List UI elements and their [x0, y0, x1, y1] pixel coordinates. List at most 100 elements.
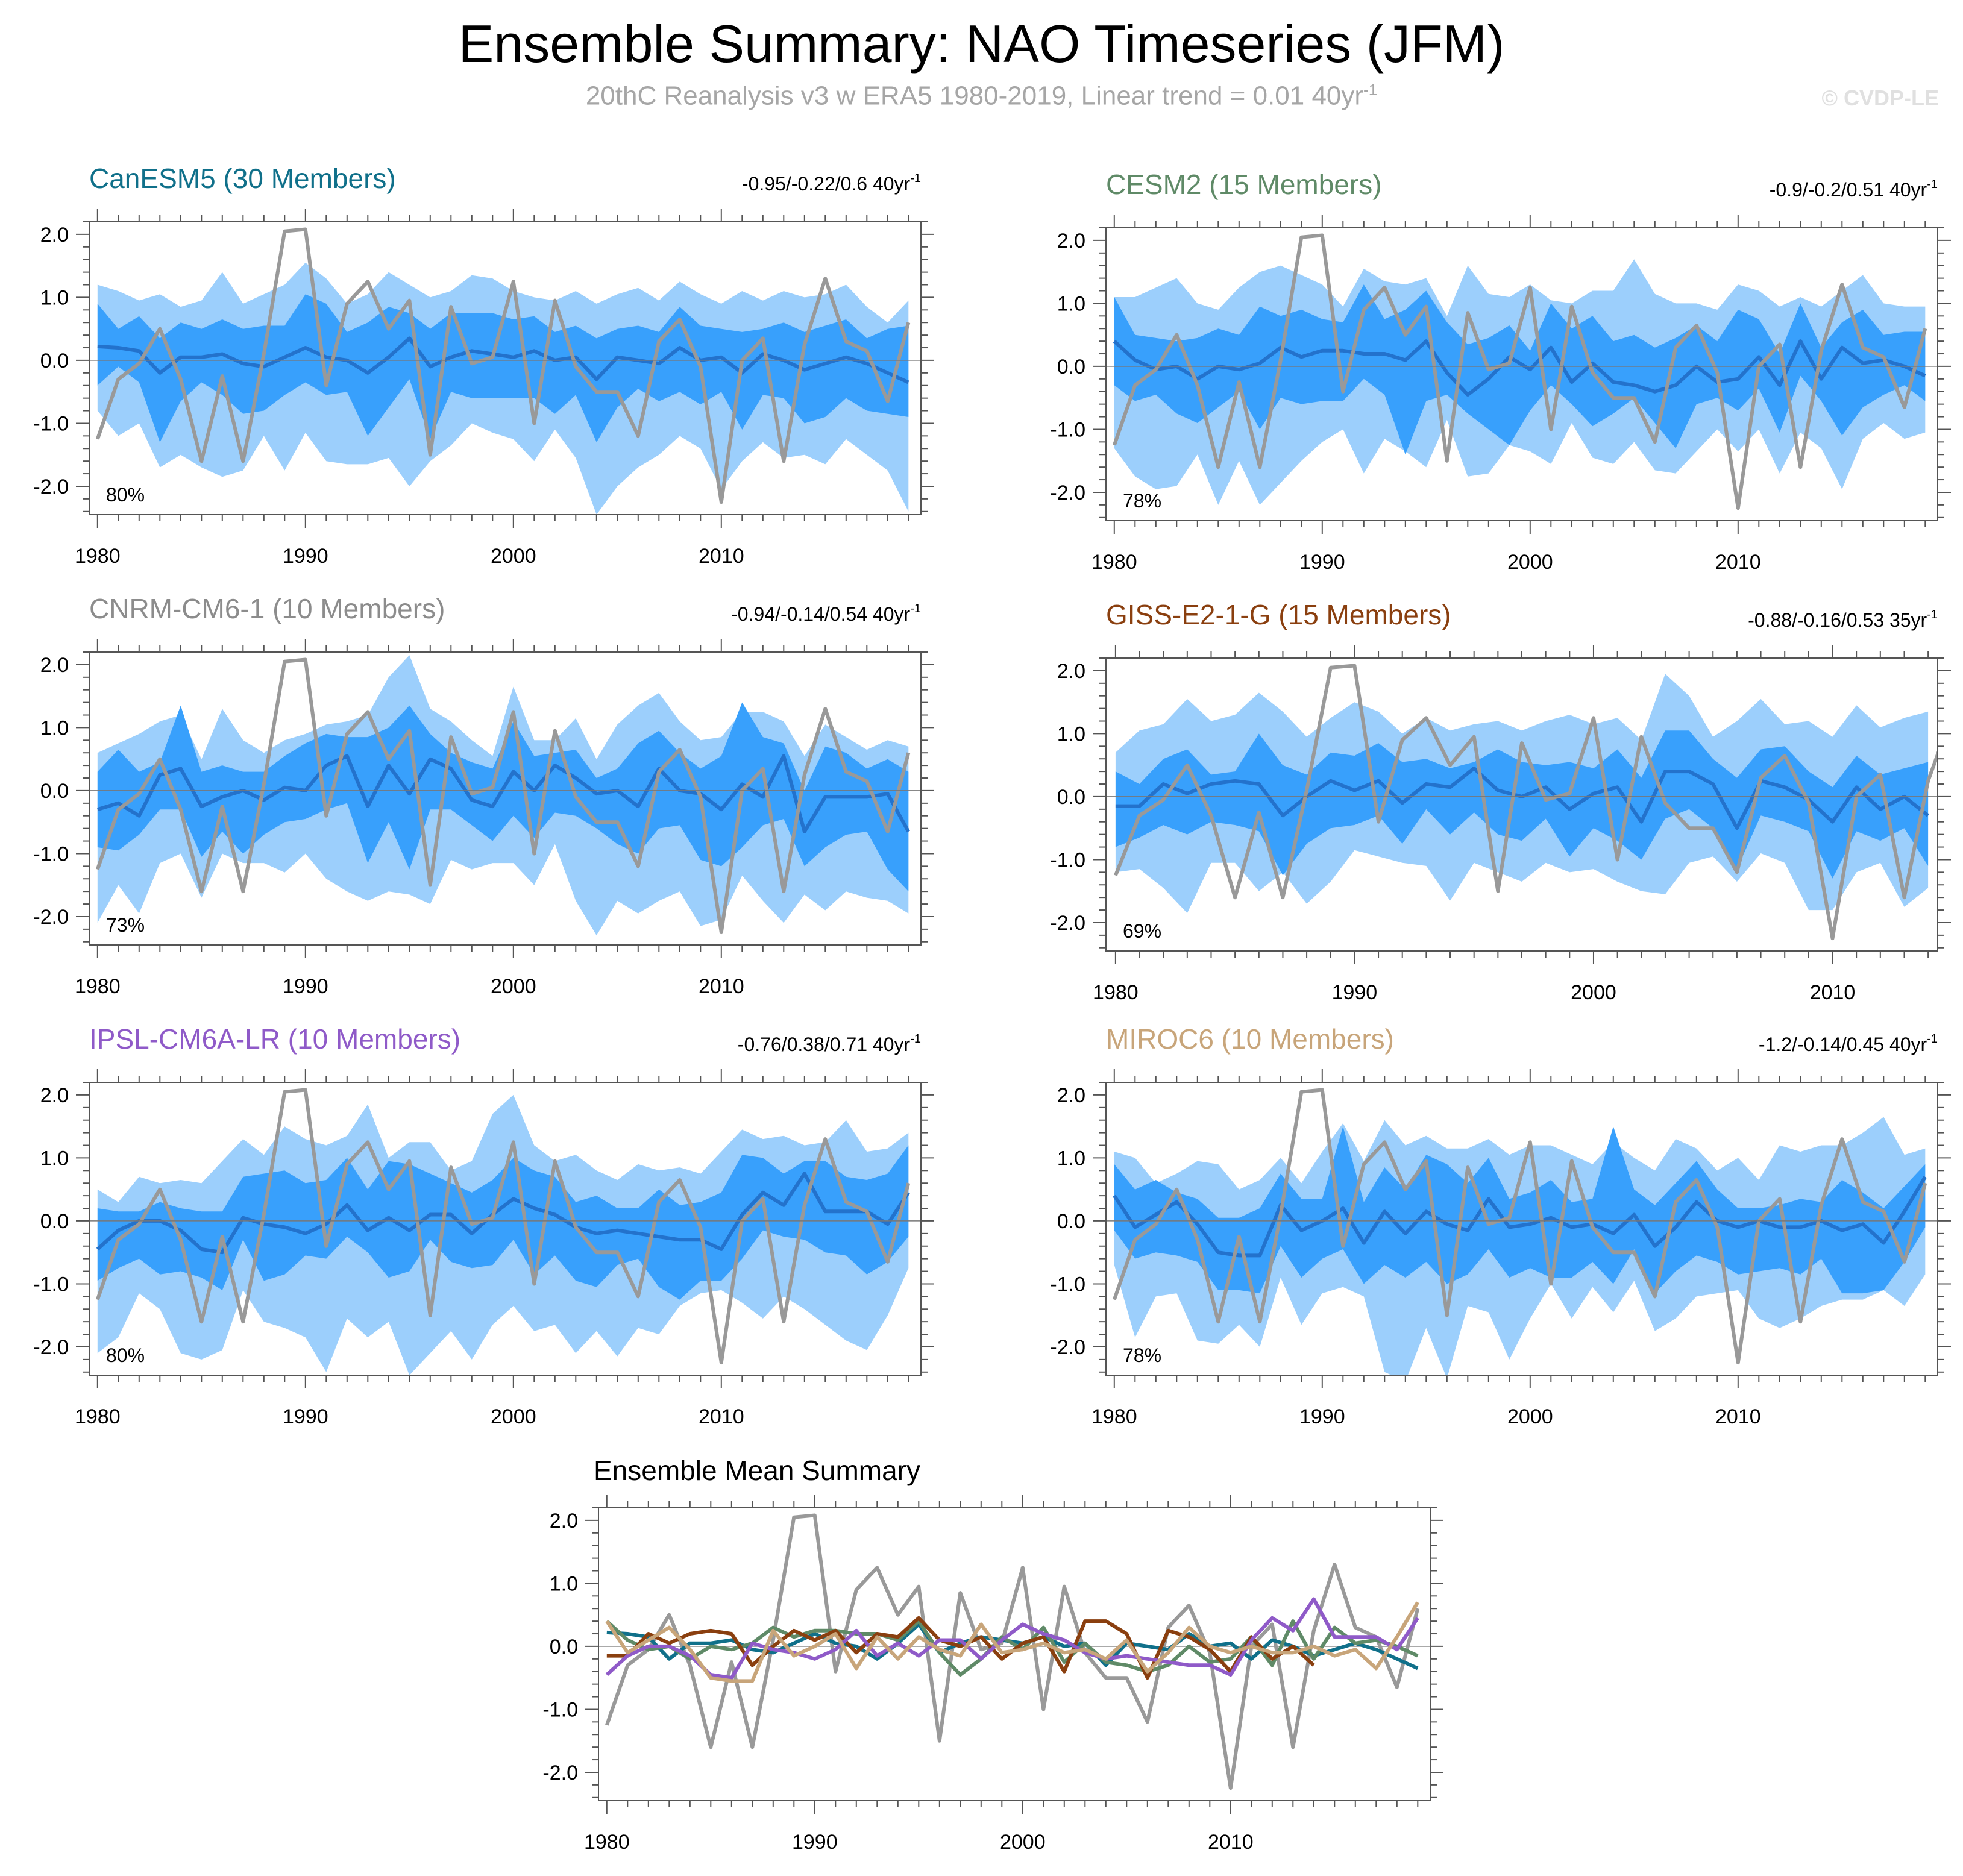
cnrm-ytick-label: -1.0: [33, 842, 69, 865]
summary-series-miroc6: [605, 1601, 1419, 1683]
giss-xtick-label: 1980: [1093, 981, 1139, 1004]
observation-line: [95, 1088, 911, 1365]
cnrm-xtick-label: 2010: [699, 975, 744, 998]
observation-line: [95, 227, 911, 504]
summary-ytick-label: -1.0: [542, 1698, 578, 1721]
miroc6-ytick-label: 2.0: [1057, 1084, 1085, 1107]
panel-trend-stats: -0.76/0.38/0.71 40yr-1: [738, 1032, 921, 1055]
panel-trend-stats: -0.94/-0.14/0.54 40yr-1: [731, 602, 921, 625]
summary-plot-area: [605, 1513, 1420, 1790]
miroc6-xtick-label: 1980: [1091, 1405, 1137, 1428]
panel-plot-area: [95, 1088, 911, 1375]
summary-series-giss: [606, 1616, 1315, 1680]
panel-cnrm: CNRM-CM6-1 (10 Members) -0.94/-0.14/0.54 …: [33, 593, 934, 998]
giss-ytick-label: 2.0: [1057, 660, 1085, 683]
summary-frame: [598, 1507, 1431, 1801]
panel-plot-area: [1114, 664, 1938, 941]
miroc6-xtick-label: 2000: [1507, 1405, 1553, 1428]
canesm5-ytick-label: -2.0: [33, 475, 69, 498]
cnrm-xtick-label: 1990: [283, 975, 328, 998]
panel-trend-stats-value: -0.94/-0.14/0.54 40yr: [731, 603, 910, 625]
panel-trend-stats-value: -0.9/-0.2/0.51 40yr: [1770, 179, 1927, 201]
miroc6-ytick-label: 1.0: [1057, 1147, 1085, 1170]
ipsl-ytick-label: 2.0: [40, 1084, 69, 1107]
panel-percent-label: 69%: [1123, 920, 1161, 942]
cesm2-ytick-label: -1.0: [1050, 418, 1085, 441]
panel-ipsl: IPSL-CM6A-LR (10 Members) -0.76/0.38/0.71…: [33, 1023, 934, 1428]
miroc6-xtick-label: 2010: [1715, 1405, 1761, 1428]
summary-ytick-label: -2.0: [542, 1761, 578, 1784]
summary-ytick-label: 1.0: [550, 1572, 578, 1595]
summary-xtick-label: 2000: [1000, 1831, 1046, 1854]
summary-observation-line: [605, 1513, 1420, 1790]
observation-line: [1112, 1088, 1927, 1365]
panel-percent-label: 80%: [106, 1344, 145, 1366]
giss-ytick-label: -1.0: [1050, 849, 1085, 871]
panel-title: IPSL-CM6A-LR (10 Members): [89, 1023, 460, 1055]
cesm2-xtick-label: 2000: [1507, 551, 1553, 574]
canesm5-ytick-label: 0.0: [40, 350, 69, 372]
ensemble-mean-line: [96, 754, 910, 833]
cesm2-xtick-label: 2010: [1715, 551, 1761, 574]
canesm5-ytick-label: 2.0: [40, 224, 69, 246]
canesm5-frame: [89, 221, 922, 515]
panel-trend-stats-sup: -1: [910, 602, 921, 615]
ipsl-xtick-label: 1990: [283, 1405, 328, 1428]
giss-ytick-label: 0.0: [1057, 786, 1085, 809]
panel-title: MIROC6 (10 Members): [1106, 1023, 1394, 1055]
cesm2-ytick-label: 1.0: [1057, 292, 1085, 315]
panel-title: CanESM5 (30 Members): [89, 163, 396, 194]
giss-xtick-label: 1990: [1332, 981, 1378, 1004]
ensemble-mean-line: [97, 336, 909, 384]
inner-percentile-band: [97, 294, 909, 442]
panel-canesm5: CanESM5 (30 Members) -0.95/-0.22/0.6 40yr…: [33, 163, 934, 568]
cesm2-ytick-label: -2.0: [1050, 482, 1085, 504]
cnrm-xtick-label: 2000: [491, 975, 536, 998]
summary-series-ipsl: [605, 1597, 1419, 1680]
panel-trend-stats: -0.95/-0.22/0.6 40yr-1: [742, 172, 921, 195]
observation-line: [95, 657, 911, 935]
panel-trend-stats: -0.9/-0.2/0.51 40yr-1: [1770, 178, 1938, 201]
panel-percent-label: 73%: [106, 914, 145, 936]
panel-miroc6: MIROC6 (10 Members) -1.2/-0.14/0.45 40yr-…: [1050, 1023, 1951, 1428]
panel-cesm2: CESM2 (15 Members) -0.9/-0.2/0.51 40yr-1 2…: [1050, 169, 1951, 574]
inner-percentile-band: [97, 702, 909, 892]
cnrm-frame: [89, 651, 922, 946]
miroc6-frame: [1105, 1082, 1938, 1376]
inner-percentile-band: [1115, 730, 1929, 879]
canesm5-xtick-label: 1990: [283, 545, 328, 568]
cesm2-xtick-label: 1990: [1299, 551, 1345, 574]
ipsl-xtick-label: 1980: [75, 1405, 121, 1428]
panel-percent-label: 80%: [106, 484, 145, 506]
panel-giss: GISS-E2-1-G (15 Members) -0.88/-0.16/0.53…: [1050, 599, 1951, 1004]
cesm2-ytick-label: 2.0: [1057, 230, 1085, 253]
cnrm-xtick-label: 1980: [75, 975, 121, 998]
giss-xtick-label: 2000: [1571, 981, 1616, 1004]
subtitle-superscript: -1: [1363, 81, 1378, 99]
panel-trend-stats-value: -1.2/-0.14/0.45 40yr: [1759, 1034, 1927, 1055]
panel-trend-stats-value: -0.95/-0.22/0.6 40yr: [742, 173, 911, 195]
inner-percentile-band: [1114, 284, 1926, 455]
panel-summary: Ensemble Mean Summary 2.0 1.0 0.0 -1.0 -2.0 19…: [542, 1455, 1443, 1854]
credit-watermark: © CVDP-LE: [1821, 86, 1939, 110]
panel-title: CESM2 (15 Members): [1106, 169, 1382, 200]
summary-xtick-label: 2010: [1208, 1831, 1254, 1854]
panel-trend-stats: -1.2/-0.14/0.45 40yr-1: [1759, 1032, 1938, 1055]
cnrm-ytick-label: -2.0: [33, 906, 69, 929]
summary-xtick-label: 1980: [584, 1831, 630, 1854]
giss-ytick-label: 1.0: [1057, 723, 1085, 745]
ensemble-mean-line: [1113, 1176, 1927, 1258]
cesm2-xtick-label: 1980: [1091, 551, 1137, 574]
summary-ytick-label: 0.0: [550, 1636, 578, 1658]
canesm5-ytick-label: -1.0: [33, 412, 69, 435]
panel-percent-label: 78%: [1123, 490, 1161, 512]
canesm5-xtick-label: 2010: [699, 545, 744, 568]
ipsl-xtick-label: 2000: [491, 1405, 536, 1428]
observation-line: [1114, 664, 1938, 941]
panel-plot-area: [95, 227, 911, 515]
panel-plot-area: [1112, 1088, 1927, 1375]
miroc6-ytick-label: 0.0: [1057, 1210, 1085, 1233]
giss-xtick-label: 2010: [1810, 981, 1856, 1004]
panel-trend-stats-sup: -1: [1927, 1032, 1938, 1046]
